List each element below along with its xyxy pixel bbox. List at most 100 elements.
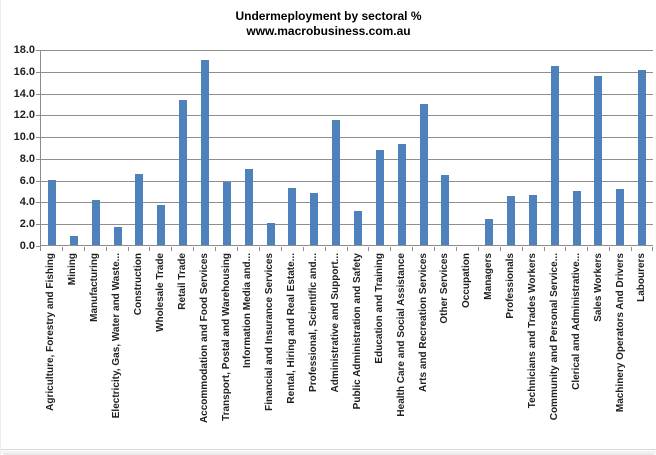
bar xyxy=(353,211,362,245)
x-label-cell: Mining xyxy=(62,253,84,451)
chart-title: Undermeployment by sectoral % xyxy=(235,9,422,23)
x-axis-tickmark xyxy=(61,247,63,251)
bars-row xyxy=(41,50,653,245)
x-axis-tickmark xyxy=(390,247,392,251)
gridline xyxy=(41,137,653,139)
y-axis-label: 12.0 xyxy=(13,109,35,122)
x-axis-label: Sales Workers xyxy=(592,253,604,322)
bar-slot xyxy=(172,50,194,245)
x-axis-tickmark xyxy=(149,247,151,251)
y-axis-tickmark xyxy=(36,158,41,160)
x-label-cell: Financial and Insurance Services xyxy=(259,253,281,451)
y-axis-tickmark xyxy=(36,93,41,95)
x-axis-label: Clerical and Administrative... xyxy=(570,253,582,390)
x-axis-tickmark xyxy=(499,247,501,251)
bar-slot xyxy=(413,50,435,245)
x-axis-tickmark xyxy=(412,247,414,251)
y-axis-label: 0.0 xyxy=(19,240,35,252)
bar-slot xyxy=(238,50,260,245)
bar xyxy=(200,59,209,245)
bar xyxy=(638,69,647,245)
x-label-cell: Accommodation and Food Services xyxy=(193,253,215,451)
x-axis-ticks xyxy=(40,247,653,251)
bar xyxy=(397,144,406,245)
bar-slot xyxy=(150,50,172,245)
bar-slot xyxy=(194,50,216,245)
x-label-cell: Education and Training xyxy=(368,253,390,451)
x-axis-label: Administrative and Support... xyxy=(330,253,342,393)
x-axis-tickmark xyxy=(609,247,611,251)
x-label-cell: Administrative and Support... xyxy=(325,253,347,451)
x-axis-label: Labourers xyxy=(636,253,648,302)
bar-slot xyxy=(369,50,391,245)
bar xyxy=(288,187,297,245)
gridline xyxy=(41,158,653,160)
bar xyxy=(485,219,494,245)
x-label-cell: Rental, Hiring and Real Estate... xyxy=(281,253,303,451)
x-label-cell: Sales Workers xyxy=(587,253,609,451)
bar-slot xyxy=(587,50,609,245)
x-axis-tickmark xyxy=(302,247,304,251)
bar-slot xyxy=(500,50,522,245)
x-axis-label: Transport, Postal and Warehousing xyxy=(220,253,232,421)
x-axis-label: Retail Trade xyxy=(176,253,188,310)
x-axis-tickmark xyxy=(280,247,282,251)
y-axis-label: 16.0 xyxy=(13,65,35,78)
x-axis-tickmark xyxy=(434,247,436,251)
bar xyxy=(572,190,581,245)
bar xyxy=(135,173,144,245)
x-axis-labels: Agriculture, Forestry and Fishing Mining M… xyxy=(40,253,653,451)
x-axis-tickmark xyxy=(105,247,107,251)
y-axis-tickmark xyxy=(36,246,41,247)
x-label-cell: Machinery Operators And Drivers xyxy=(609,253,631,451)
x-axis-label: Health Care and Social Assistance xyxy=(395,253,407,417)
x-label-cell: Managers xyxy=(478,253,500,451)
bar-slot xyxy=(347,50,369,245)
bar xyxy=(441,174,450,245)
y-axis-tickmark xyxy=(36,115,41,117)
x-axis-label: Professional, Scientific and... xyxy=(308,253,320,392)
bar xyxy=(528,195,537,245)
x-axis-label: Accommodation and Food Services xyxy=(198,253,210,424)
x-label-cell: Manufacturing xyxy=(84,253,106,451)
x-label-cell: Labourers xyxy=(631,253,653,451)
x-axis-tickmark xyxy=(543,247,545,251)
y-axis-label: 18.0 xyxy=(13,44,35,56)
y-axis-labels: 18.0 16.0 14.0 12.0 10.0 8.0 6.0 4.0 2.0 0.0 xyxy=(1,44,35,252)
y-axis-tickmark xyxy=(36,71,41,73)
y-axis-tickmark xyxy=(36,180,41,182)
x-axis-label: Other Services xyxy=(439,253,451,324)
x-axis-label: Community and Personal Service... xyxy=(548,253,560,421)
bar-slot xyxy=(216,50,238,245)
x-axis-tickmark xyxy=(40,247,41,251)
x-label-cell: Electricity, Gas, Water and Waste... xyxy=(106,253,128,451)
y-axis-label: 8.0 xyxy=(19,152,35,165)
x-axis-label: Arts and Recreation Services xyxy=(417,253,429,392)
x-label-cell: Health Care and Social Assistance xyxy=(390,253,412,451)
y-axis-label: 2.0 xyxy=(19,218,35,231)
bar-slot xyxy=(85,50,107,245)
bar xyxy=(506,196,515,245)
bar xyxy=(266,223,275,245)
x-axis-label: Wholesale Trade xyxy=(154,253,166,332)
gridline xyxy=(41,50,653,51)
chart-subtitle: www.macrobusiness.com.au xyxy=(246,24,411,38)
x-axis-tickmark xyxy=(477,247,479,251)
x-label-cell: Professionals xyxy=(500,253,522,451)
x-label-cell: Retail Trade xyxy=(171,253,193,451)
y-axis-label: 6.0 xyxy=(19,174,35,187)
x-axis-label: Manufacturing xyxy=(89,253,101,322)
plot-area xyxy=(36,50,653,247)
bar-slot xyxy=(325,50,347,245)
bar-slot xyxy=(107,50,129,245)
x-axis-label: Education and Training xyxy=(373,253,385,364)
x-axis-label: Information Media and... xyxy=(242,253,254,369)
gridline xyxy=(41,93,653,95)
x-label-cell: Construction xyxy=(128,253,150,451)
bar-slot xyxy=(456,50,478,245)
x-axis-tickmark xyxy=(171,247,173,251)
x-axis-tickmark xyxy=(368,247,370,251)
x-axis-tickmark xyxy=(565,247,567,251)
x-label-cell: Information Media and... xyxy=(237,253,259,451)
